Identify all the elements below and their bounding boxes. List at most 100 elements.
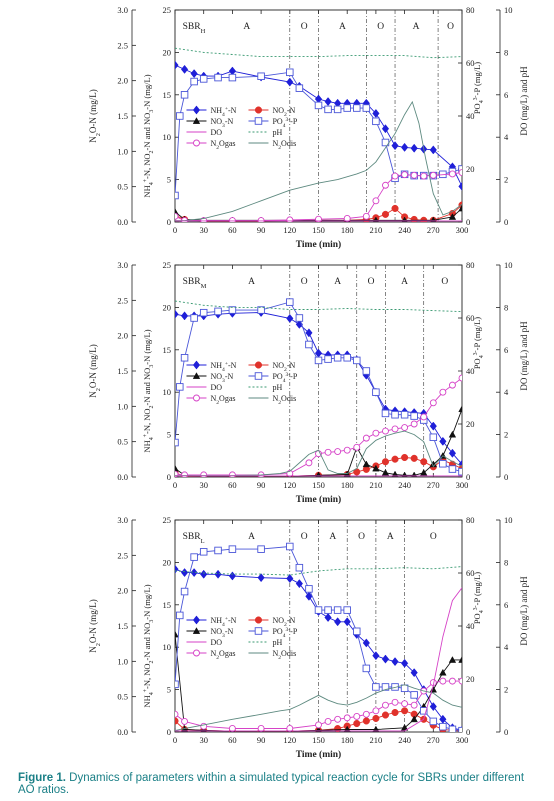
data-point-po43-p — [439, 460, 447, 468]
data-point-po43-p — [333, 606, 342, 614]
p-tick-label: 40 — [466, 111, 475, 121]
data-point-po43-p — [295, 563, 304, 572]
data-point-po43-p — [286, 68, 294, 77]
x-tick-label: 150 — [312, 735, 325, 745]
do-tick-label: 8 — [504, 302, 508, 312]
data-point-no2-n — [391, 455, 399, 463]
x-tick-label: 240 — [398, 735, 411, 745]
data-point-po43-p — [448, 725, 457, 732]
p-tick-label: 60 — [466, 313, 475, 323]
data-point-po43-p — [314, 101, 323, 110]
x-tick-label: 30 — [199, 225, 208, 235]
x-tick-label: 180 — [341, 480, 354, 490]
data-point-po43-p — [190, 314, 198, 322]
n2o-axis-label: N2O-N (mg/L) — [88, 344, 102, 397]
data-point-n2ogas — [429, 171, 437, 179]
n2o-tick-label: 3.0 — [117, 5, 128, 15]
data-point-po43-p — [372, 683, 380, 691]
data-point-no3-n — [175, 464, 179, 472]
data-point-po43-p — [324, 606, 332, 614]
n-tick-label: 20 — [163, 557, 172, 567]
data-point-nh4-n — [410, 143, 418, 153]
data-point-no2-n — [410, 454, 418, 462]
x-tick-label: 60 — [228, 735, 237, 745]
n-tick-label: 10 — [163, 132, 172, 142]
series-line-n2ogas — [175, 680, 462, 729]
p-tick-label: 40 — [466, 621, 475, 631]
legend-marker-n2ogas — [193, 394, 200, 402]
n2o-tick-label: 0.0 — [117, 217, 128, 227]
data-point-n2ogas — [372, 429, 380, 437]
data-point-nh4-n — [190, 568, 198, 578]
legend-marker-nh4 — [192, 360, 201, 370]
data-point-po43-p — [180, 587, 189, 596]
x-tick-label: 60 — [228, 225, 237, 235]
x-axis-label: Time (min) — [296, 749, 341, 760]
n-tick-label: 20 — [163, 47, 172, 57]
data-point-po43-p — [214, 73, 222, 82]
data-point-no2-n — [410, 215, 418, 222]
data-point-n2ogas — [334, 715, 342, 723]
legend-label-n2odis: N2Odis — [272, 394, 296, 406]
phase-label: A — [329, 532, 336, 542]
do-tick-label: 4 — [504, 132, 509, 142]
n-tick-label: 15 — [163, 90, 172, 100]
data-point-n2ogas — [410, 420, 418, 428]
data-point-no3-n — [429, 685, 438, 693]
data-point-n2ogas — [315, 721, 322, 729]
do-tick-label: 0 — [504, 217, 508, 227]
x-tick-label: 120 — [283, 480, 296, 490]
legend-marker-no2 — [254, 361, 263, 369]
data-point-po43-p — [381, 409, 390, 418]
data-point-nh4-n — [429, 421, 437, 431]
data-point-no3-n — [410, 715, 418, 723]
data-point-n2ogas — [343, 446, 351, 454]
data-point-n2ogas — [305, 459, 313, 467]
legend-label-po4: PO43--P — [272, 117, 297, 129]
phase-label: O — [301, 532, 308, 542]
n2o-tick-label: 0.5 — [117, 692, 128, 702]
data-point-n2ogas — [401, 171, 409, 179]
data-point-no2-n — [401, 453, 409, 462]
legend-label-po4: PO43--P — [272, 627, 297, 639]
n2o-axis-label: N2O-N (mg/L) — [88, 599, 102, 652]
series-line-n2odis — [175, 430, 462, 477]
panel-title: SBRM — [183, 277, 207, 290]
phase-label: O — [368, 277, 375, 287]
do-tick-label: 10 — [504, 260, 513, 270]
data-point-po43-p — [175, 191, 179, 200]
p-tick-label: 60 — [466, 58, 475, 68]
legend-marker-no2 — [254, 106, 263, 114]
n2o-tick-label: 2.0 — [117, 76, 128, 86]
data-point-n2ogas — [401, 424, 409, 431]
data-point-po43-p — [257, 72, 265, 80]
x-tick-label: 120 — [283, 225, 296, 235]
data-point-n2ogas — [286, 725, 294, 732]
data-point-po43-p — [458, 467, 462, 476]
legend-marker-no3 — [192, 372, 201, 379]
phase-label: A — [334, 277, 341, 287]
data-point-po43-p — [324, 355, 332, 363]
n-tick-label: 25 — [163, 260, 172, 270]
do-axis-label: DO (mg/L) and pH — [519, 66, 529, 136]
data-point-po43-p — [228, 306, 237, 314]
data-point-po43-p — [314, 606, 323, 614]
data-point-n2ogas — [391, 172, 399, 180]
legend-label-n2odis: N2Odis — [272, 649, 296, 661]
data-point-nh4-n — [286, 77, 294, 87]
n-axis-label: NH4+-N, NO2-N and NO3-N (mg/L) — [142, 74, 155, 197]
n2o-tick-label: 2.5 — [117, 550, 128, 560]
phase-label: A — [401, 277, 408, 287]
data-point-po43-p — [199, 308, 208, 317]
data-point-n2ogas — [181, 471, 189, 477]
n2o-tick-label: 0.5 — [117, 182, 128, 192]
data-point-po43-p — [400, 410, 409, 419]
data-point-po43-p — [458, 726, 462, 732]
p-tick-label: 0 — [466, 217, 470, 227]
data-point-nh4-n — [400, 658, 409, 668]
figure-caption-text: Dynamics of parameters within a simulate… — [18, 772, 525, 796]
do-tick-label: 4 — [504, 642, 509, 652]
data-point-nh4-n — [200, 569, 208, 579]
data-point-po43-p — [362, 367, 371, 375]
